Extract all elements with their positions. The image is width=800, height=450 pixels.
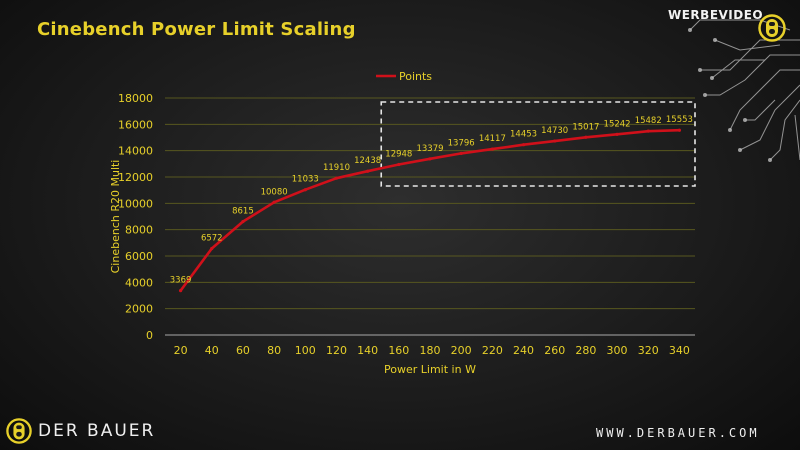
data-point [521, 143, 526, 147]
data-label: 15017 [572, 122, 599, 132]
brand-logo-icon [758, 14, 786, 46]
y-tick-label: 4000 [125, 276, 153, 289]
y-tick-label: 18000 [118, 92, 153, 105]
y-axis-title: Cinebench R20 Multi [109, 160, 122, 274]
data-point [615, 132, 619, 136]
data-label: 15242 [604, 119, 631, 129]
x-tick-label: 340 [669, 344, 690, 357]
x-tick-label: 240 [513, 344, 534, 357]
data-point [553, 139, 557, 143]
footer-logo-text: DER BAUER [38, 421, 156, 441]
x-tick-label: 220 [482, 344, 503, 357]
highlight-box [380, 101, 696, 187]
y-tick-label: 8000 [125, 224, 153, 237]
x-tick-label: 40 [205, 344, 219, 357]
data-point [428, 157, 432, 161]
data-point [584, 135, 588, 139]
y-tick-label: 2000 [125, 303, 153, 316]
data-point [366, 169, 370, 173]
footer-logo: DER BAUER [6, 418, 155, 444]
slide-title: Cinebench Power Limit Scaling [37, 19, 356, 40]
footer-url[interactable]: WWW.DERBAUER.COM [596, 426, 760, 440]
data-point [459, 151, 463, 155]
x-tick-label: 60 [236, 344, 250, 357]
x-tick-label: 300 [607, 344, 628, 357]
y-tick-label: 14000 [118, 145, 153, 158]
data-point [241, 219, 245, 224]
y-tick-label: 16000 [118, 118, 153, 131]
x-tick-label: 200 [451, 344, 472, 357]
x-tick-label: 20 [174, 344, 188, 357]
data-label: 8615 [232, 207, 254, 217]
y-tick-label: 12000 [118, 171, 153, 184]
x-tick-label: 320 [638, 344, 659, 357]
data-label: 13379 [416, 144, 443, 154]
data-label: 15553 [666, 115, 693, 125]
data-label: 12438 [354, 156, 381, 166]
data-label: 6572 [201, 233, 223, 243]
data-label: 14453 [510, 130, 537, 140]
data-point [646, 129, 650, 133]
x-tick-label: 100 [295, 344, 316, 357]
data-label: 3369 [170, 276, 192, 286]
data-point [490, 147, 494, 151]
x-tick-label: 280 [575, 344, 596, 357]
y-tick-label: 6000 [125, 250, 153, 263]
data-label: 14117 [479, 134, 506, 144]
data-label: 15482 [635, 116, 662, 126]
data-point [397, 162, 401, 167]
footer-logo-icon [6, 418, 32, 444]
x-tick-label: 80 [267, 344, 281, 357]
x-tick-label: 140 [357, 344, 378, 357]
data-label: 11033 [292, 175, 319, 185]
x-tick-label: 180 [420, 344, 441, 357]
x-tick-label: 260 [544, 344, 565, 357]
data-label: 12948 [385, 150, 412, 160]
data-label: 13796 [448, 138, 475, 148]
data-label: 11910 [323, 163, 350, 173]
data-point [677, 128, 682, 132]
data-point [272, 200, 276, 204]
y-tick-label: 10000 [118, 197, 153, 210]
data-label: 14730 [541, 126, 568, 136]
x-axis-title: Power Limit in W [384, 363, 476, 376]
series-line [179, 128, 681, 292]
data-point [178, 289, 183, 293]
data-label: 10080 [261, 187, 288, 197]
y-tick-label: 0 [146, 329, 153, 342]
data-point [303, 188, 307, 192]
brand-tag: WERBEVIDEO [668, 8, 764, 22]
x-tick-label: 160 [388, 344, 409, 357]
x-tick-label: 120 [326, 344, 347, 357]
data-point [210, 246, 214, 251]
data-point [334, 176, 339, 180]
legend-label: Points [399, 70, 432, 83]
